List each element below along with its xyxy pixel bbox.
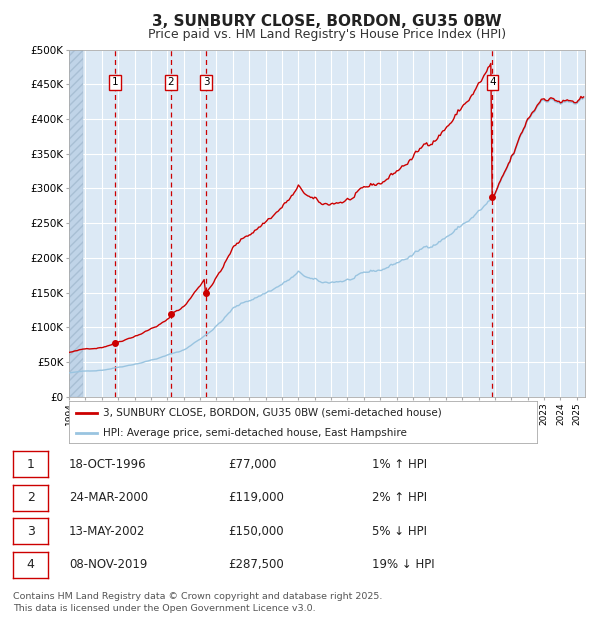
Text: 3, SUNBURY CLOSE, BORDON, GU35 0BW: 3, SUNBURY CLOSE, BORDON, GU35 0BW bbox=[152, 14, 502, 29]
Text: 3: 3 bbox=[203, 78, 209, 87]
Text: 4: 4 bbox=[489, 78, 496, 87]
Text: 2% ↑ HPI: 2% ↑ HPI bbox=[372, 492, 427, 504]
Text: £287,500: £287,500 bbox=[228, 559, 284, 571]
Text: 3, SUNBURY CLOSE, BORDON, GU35 0BW (semi-detached house): 3, SUNBURY CLOSE, BORDON, GU35 0BW (semi… bbox=[103, 408, 442, 418]
Text: 3: 3 bbox=[26, 525, 35, 538]
Text: 1: 1 bbox=[112, 78, 118, 87]
Text: 1% ↑ HPI: 1% ↑ HPI bbox=[372, 458, 427, 471]
Text: Price paid vs. HM Land Registry's House Price Index (HPI): Price paid vs. HM Land Registry's House … bbox=[148, 29, 506, 41]
Text: Contains HM Land Registry data © Crown copyright and database right 2025.
This d: Contains HM Land Registry data © Crown c… bbox=[13, 592, 383, 613]
Text: HPI: Average price, semi-detached house, East Hampshire: HPI: Average price, semi-detached house,… bbox=[103, 428, 407, 438]
Text: 2: 2 bbox=[168, 78, 175, 87]
Text: 4: 4 bbox=[26, 559, 35, 571]
Text: £150,000: £150,000 bbox=[228, 525, 284, 538]
Text: 24-MAR-2000: 24-MAR-2000 bbox=[69, 492, 148, 504]
Text: 5% ↓ HPI: 5% ↓ HPI bbox=[372, 525, 427, 538]
Text: 2: 2 bbox=[26, 492, 35, 504]
Text: 13-MAY-2002: 13-MAY-2002 bbox=[69, 525, 145, 538]
Text: £77,000: £77,000 bbox=[228, 458, 277, 471]
Text: 19% ↓ HPI: 19% ↓ HPI bbox=[372, 559, 434, 571]
Text: 18-OCT-1996: 18-OCT-1996 bbox=[69, 458, 146, 471]
Text: 1: 1 bbox=[26, 458, 35, 471]
Text: £119,000: £119,000 bbox=[228, 492, 284, 504]
Text: 08-NOV-2019: 08-NOV-2019 bbox=[69, 559, 148, 571]
